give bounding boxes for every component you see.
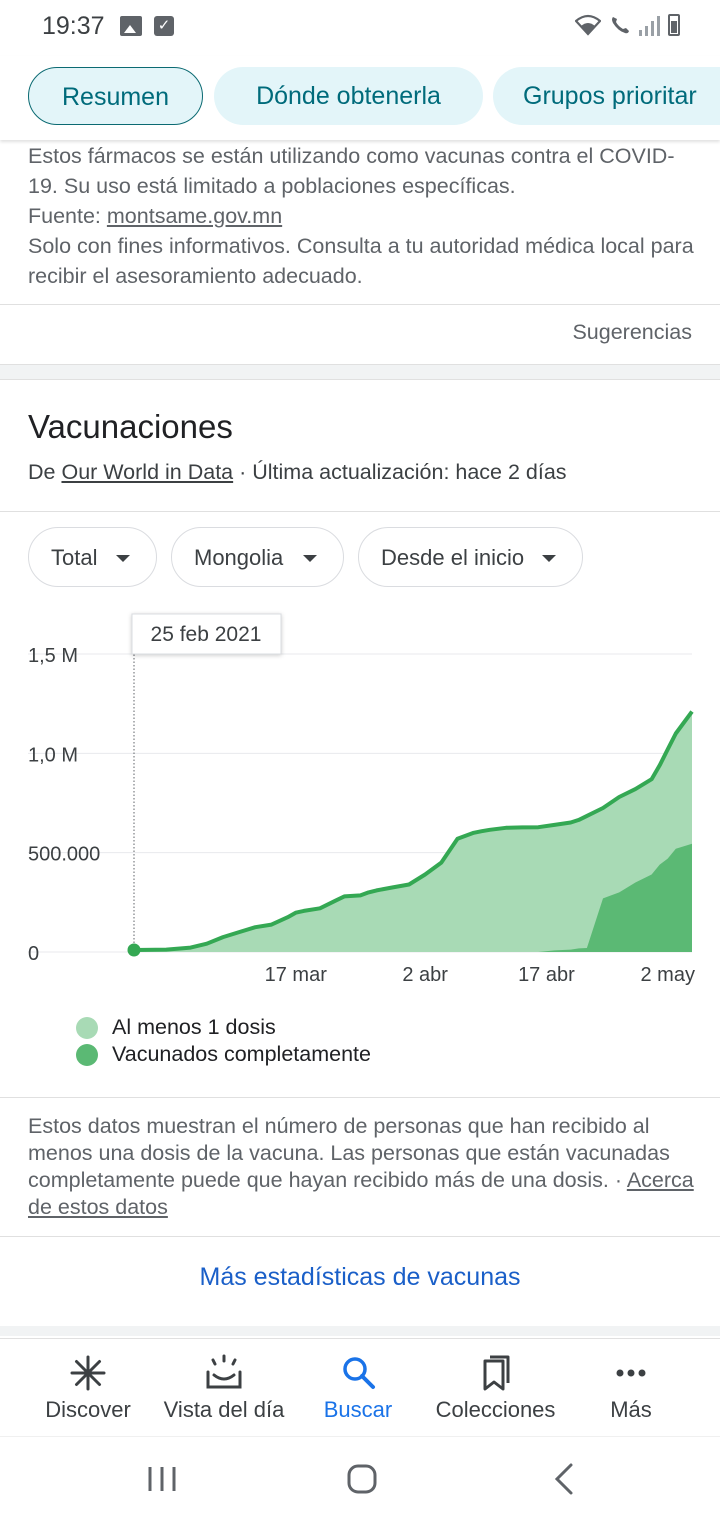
owid-link[interactable]: Our World in Data [61,460,234,484]
location-filter-label: Mongolia [194,545,284,570]
back-icon[interactable] [545,1457,585,1501]
tab-grupos-prioritarios[interactable]: Grupos prioritar [493,67,720,125]
wifi-icon [575,14,601,36]
legend-dot [76,1016,98,1039]
search-icon [343,1357,375,1389]
divider [0,1236,720,1237]
divider [0,304,720,305]
range-filter[interactable]: Desde el inicio [358,527,583,587]
chevron-down-icon [542,555,556,562]
nav-label: Discover [45,1397,131,1422]
data-point[interactable] [127,943,141,957]
y-tick-label: 500.000 [28,844,100,866]
section-gap [0,364,720,380]
more-icon [616,1369,646,1377]
divider [0,511,720,512]
system-navigation [0,1436,720,1521]
y-tick-label: 1,0 M [28,744,78,766]
y-tick-label: 1,5 M [28,645,78,667]
wifi-calling-icon [612,17,629,34]
nav-label: Colecciones [435,1397,556,1422]
x-tick-label: 17 abr [518,964,575,986]
series-area-first-dose [134,711,692,952]
tab-donde-obtenerla[interactable]: Dónde obtenerla [214,67,483,125]
x-tick-label: 17 mar [265,964,328,986]
info-source: Fuente: montsame.gov.mn [28,201,698,231]
series-line-first-dose [133,710,694,952]
location-filter[interactable]: Mongolia [171,527,344,587]
bottom-navigation: Discover Vista del día Buscar Coleccione… [0,1338,720,1437]
legend-label: Vacunados completamente [112,1042,371,1066]
data-note: Estos datos muestran el número de person… [28,1113,698,1221]
nav-vista-del-dia[interactable]: Vista del día [155,1339,293,1437]
chevron-down-icon [116,555,130,562]
note-separator: · [608,1168,627,1192]
x-tick-label: 2 abr [402,964,448,986]
chevron-down-icon [303,555,317,562]
chart-legend: Al menos 1 dosis Vacunados completamente [76,1014,371,1068]
image-notification-icon [120,16,142,36]
battery-icon [668,14,680,36]
legend-item-first-dose: Al menos 1 dosis [76,1014,371,1041]
divider [0,1097,720,1098]
info-disclaimer: Solo con fines informativos. Consulta a … [28,234,694,288]
legend-dot [76,1043,98,1066]
tooltip-date: 25 feb 2021 [151,623,262,646]
nav-mas[interactable]: Más [590,1339,672,1437]
note-text: Estos datos muestran el número de person… [28,1114,670,1192]
subtitle-prefix: De [28,460,62,484]
nav-label: Más [610,1397,652,1422]
tab-bar: Resumen Dónde obtenerla Grupos prioritar [0,56,720,140]
range-filter-label: Desde el inicio [381,545,525,570]
nav-discover[interactable]: Discover [28,1339,148,1437]
subtitle-suffix: · Última actualización: hace 2 días [233,460,567,484]
source-link[interactable]: montsame.gov.mn [106,204,283,228]
signal-icon [639,14,660,36]
nav-label: Vista del día [163,1397,285,1422]
asterisk-icon [70,1355,106,1391]
status-time: 19:37 [42,12,105,40]
series-area-fully-vaccinated [134,843,692,952]
recent-apps-icon[interactable] [142,1457,182,1501]
x-tick-label: 2 may [641,964,695,986]
collections-icon [483,1355,509,1391]
tooltip-box [131,613,282,655]
nav-buscar[interactable]: Buscar [303,1339,413,1437]
nav-label: Buscar [323,1397,393,1422]
y-tick-label: 0 [28,943,39,965]
source-prefix: Fuente: [28,204,107,228]
nav-colecciones[interactable]: Colecciones [423,1339,568,1437]
status-bar: 19:37 ✓ [0,0,720,56]
vaccinations-title: Vacunaciones [28,408,233,445]
legend-label: Al menos 1 dosis [112,1015,276,1039]
legend-item-fully-vaccinated: Vacunados completamente [76,1041,371,1068]
section-gap [0,1326,720,1336]
info-section: Estos fármacos se están utilizando como … [28,141,698,291]
vaccinations-subtitle: De Our World in Data · Última actualizac… [28,460,567,485]
info-description: Estos fármacos se están utilizando como … [28,144,675,198]
chart-tooltip: 25 feb 2021 [131,613,282,655]
vaccination-chart[interactable]: 0 500.000 1,0 M 1,5 M 17 mar 2 abr 17 abr 2 may… [0,600,720,1000]
tab-resumen[interactable]: Resumen [28,67,203,125]
feedback-link[interactable]: Sugerencias [572,320,692,344]
sunrise-icon [206,1354,242,1389]
check-notification-icon: ✓ [154,16,174,36]
metric-filter-label: Total [51,545,98,570]
home-icon[interactable] [342,1457,382,1501]
more-vaccine-stats-link[interactable]: Más estadísticas de vacunas [199,1263,521,1291]
about-data-link[interactable]: Acerca de estos datos [28,1168,694,1219]
metric-filter[interactable]: Total [28,527,157,587]
